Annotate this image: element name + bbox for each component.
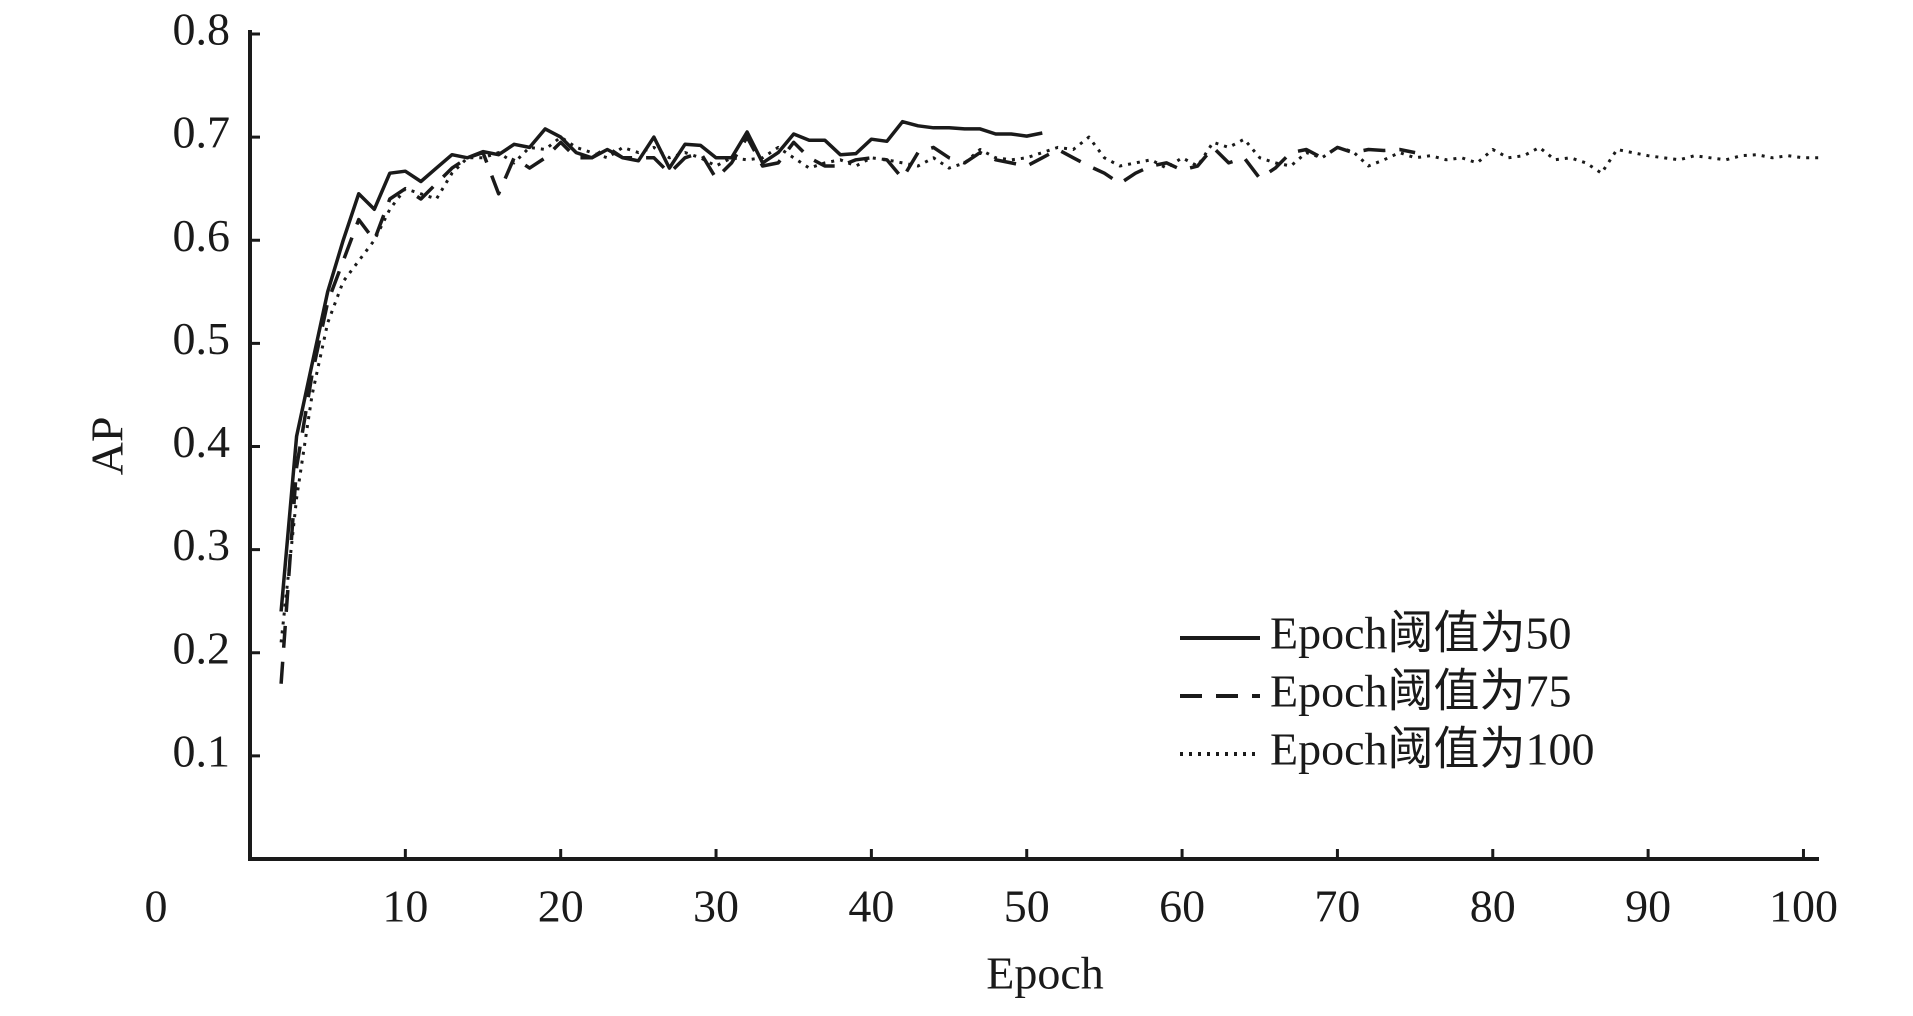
series-line [279, 135, 1819, 643]
x-tick-label: 100 [1769, 881, 1838, 932]
x-tick-label: 0 [145, 881, 168, 932]
y-tick-label: 0.1 [173, 725, 231, 776]
x-axis-label: Epoch [986, 948, 1104, 999]
y-tick-label: 0.6 [173, 210, 231, 261]
x-tick-label: 90 [1625, 881, 1671, 932]
x-tick-label: 60 [1159, 881, 1205, 932]
y-axis-label: AP [82, 417, 133, 476]
y-tick-label: 0.3 [173, 519, 231, 570]
y-tick-label: 0.8 [173, 4, 231, 55]
legend-label: Epoch阈值为100 [1270, 724, 1595, 775]
x-tick-label: 10 [382, 881, 428, 932]
x-tick-label: 40 [848, 881, 894, 932]
legend-label: Epoch阈值为50 [1270, 608, 1572, 659]
x-tick-label: 70 [1314, 881, 1360, 932]
x-tick-label: 20 [538, 881, 584, 932]
y-tick-label: 0.7 [173, 107, 231, 158]
x-tick-label: 30 [693, 881, 739, 932]
y-tick-label: 0.5 [173, 313, 231, 364]
x-tick-label: 80 [1470, 881, 1516, 932]
legend-label: Epoch阈值为75 [1270, 666, 1572, 717]
x-tick-label: 50 [1004, 881, 1050, 932]
series-line [279, 135, 1416, 684]
y-tick-label: 0.4 [173, 416, 231, 467]
y-tick-label: 0.2 [173, 622, 231, 673]
